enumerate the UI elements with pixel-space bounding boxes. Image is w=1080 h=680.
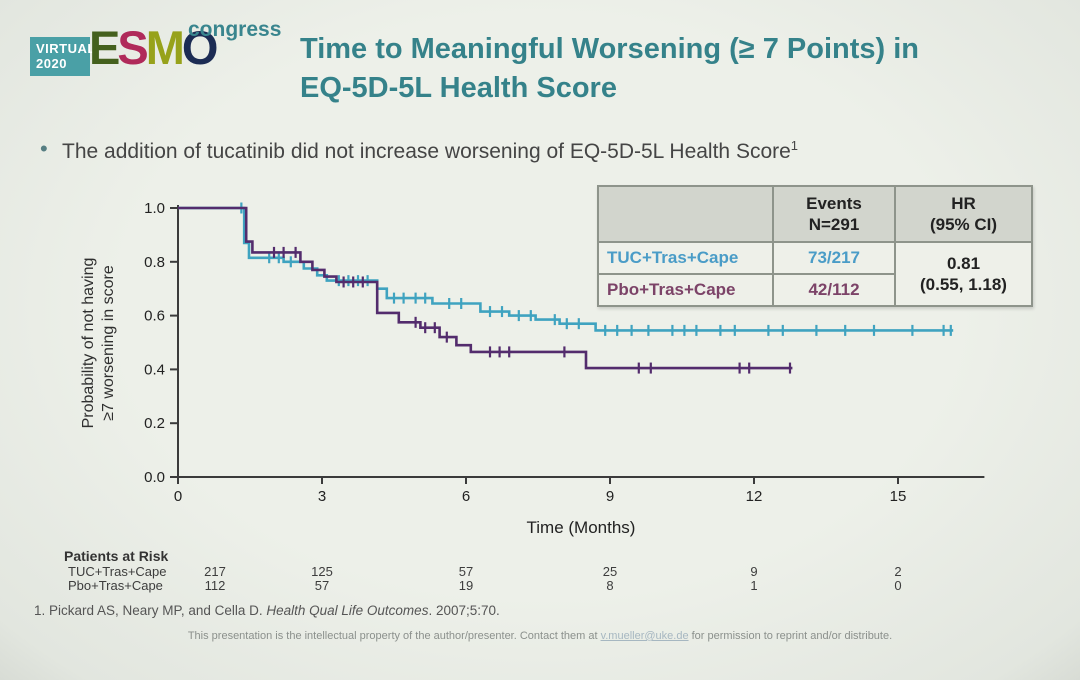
page-title: Time to Meaningful Worsening (≥ 7 Points…	[300, 30, 1000, 107]
pbo-events-value: 42/112	[772, 273, 896, 307]
title-line-1: Time to Meaningful Worsening (≥ 7 Points…	[300, 33, 920, 65]
risk-count: 9	[750, 564, 758, 579]
tuc-events-value: 73/217	[772, 241, 896, 275]
y-tick-label: 1.0	[144, 200, 165, 217]
tuc-arm-label: TUC+Tras+Cape	[597, 241, 774, 275]
y-tick-label: 0.8	[144, 254, 165, 271]
reference-footnote: 1. Pickard AS, Neary MP, and Cella D. He…	[34, 603, 500, 618]
bullet-icon: •	[40, 136, 48, 161]
table-row-pbo: Pbo+Tras+Cape 42/112	[597, 273, 1032, 307]
summary-table-header-row: Events N=291 HR (95% CI)	[597, 185, 1033, 243]
x-tick-label: 12	[746, 488, 763, 502]
esmo-letter-s: S	[117, 21, 148, 74]
risk-count: 2	[894, 564, 902, 579]
x-tick-label: 15	[890, 488, 907, 502]
risk-row-label-pbo: Pbo+Tras+Cape	[68, 578, 163, 593]
journal-name: Health Qual Life Outcomes	[266, 603, 429, 618]
risk-count: 217	[204, 564, 226, 579]
key-message-text: The addition of tucatinib did not increa…	[62, 138, 799, 163]
x-tick-label: 9	[606, 488, 614, 502]
x-tick-label: 0	[174, 488, 182, 502]
km-curve-pbo	[178, 206, 793, 370]
virtual-year: 2020	[36, 55, 67, 71]
events-header-cell: Events N=291	[772, 185, 896, 243]
pbo-arm-label: Pbo+Tras+Cape	[597, 273, 774, 307]
hr-header-cell: HR (95% CI)	[894, 185, 1033, 243]
y-tick-label: 0.4	[144, 361, 165, 378]
key-message: • The addition of tucatinib did not incr…	[38, 136, 1038, 164]
esmo-virtual-2020-badge: VIRTUAL 2020	[30, 37, 96, 76]
x-tick-label: 3	[318, 488, 326, 502]
reference-superscript: 1	[790, 138, 799, 153]
title-line-2: EQ-5D-5L Health Score	[300, 71, 617, 104]
esmo-letter-o: O	[181, 21, 219, 74]
risk-count: 112	[204, 578, 226, 593]
risk-count: 0	[894, 578, 902, 593]
hr-value-cell: 0.81 (0.55, 1.18)	[894, 241, 1033, 307]
esmo-letter-m: M	[145, 21, 185, 74]
y-tick-label: 0.0	[144, 469, 165, 486]
esmo-logo: ESMO	[89, 21, 219, 74]
esmo-letter-e: E	[89, 21, 120, 74]
risk-count: 57	[458, 564, 474, 579]
summary-table-corner-cell	[597, 185, 774, 243]
risk-count: 1	[750, 578, 758, 593]
risk-count: 19	[458, 578, 474, 593]
risk-count: 57	[314, 578, 330, 593]
x-tick-label: 6	[462, 488, 470, 502]
contact-email-link[interactable]: v.mueller@uke.de	[600, 630, 689, 642]
table-row-tuc: TUC+Tras+Cape 73/217 0.81 (0.55, 1.18)	[597, 241, 1033, 307]
risk-row-label-tuc: TUC+Tras+Cape	[68, 564, 167, 579]
patients-at-risk-header: Patients at Risk	[64, 548, 169, 564]
y-axis-label: Probability of not having ≥7 worsening i…	[80, 257, 117, 429]
kaplan-meier-chart: 0.0 0.2 0.4 0.6 0.8 1.0 0 3 6 9 12 15	[144, 200, 985, 502]
summary-table: Events N=291 HR (95% CI) TUC+Tras+Cape 7…	[597, 185, 1033, 307]
congress-label: congress	[188, 18, 282, 41]
risk-count: 125	[311, 564, 333, 579]
virtual-label: VIRTUAL	[36, 40, 96, 56]
y-tick-label: 0.6	[144, 308, 165, 325]
risk-count: 25	[602, 564, 618, 579]
y-tick-label: 0.2	[144, 415, 165, 432]
copyright-footer: This presentation is the intellectual pr…	[187, 630, 893, 642]
risk-count: 8	[606, 578, 614, 593]
x-axis-label: Time (Months)	[526, 518, 636, 537]
